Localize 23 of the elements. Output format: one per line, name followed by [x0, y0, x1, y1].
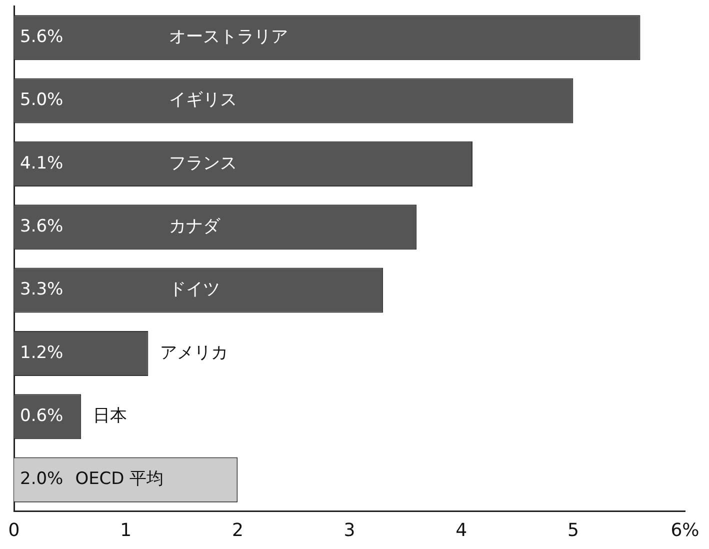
x-tick-label: 5	[567, 520, 579, 541]
data-label: 0.6%	[20, 406, 64, 426]
y-tick-label: ドイツ	[169, 280, 220, 300]
data-label: 3.6%	[20, 216, 64, 237]
y-tick-label: オーストラリア	[169, 27, 288, 48]
data-label: 2.0%	[20, 469, 64, 490]
y-tick-label: イギリス	[169, 90, 237, 110]
y-tick-label: OECD 平均	[75, 469, 164, 490]
x-tick-label: 6%	[670, 520, 700, 541]
data-label: 1.2%	[20, 342, 64, 363]
y-tick-label: カナダ	[169, 216, 221, 237]
data-label: 4.1%	[20, 153, 64, 174]
y-tick-label: 日本	[93, 406, 128, 426]
data-label: 5.6%	[20, 27, 64, 48]
x-tick-label: 0	[8, 520, 20, 541]
y-tick-label: フランス	[169, 153, 237, 174]
x-tick-label: 1	[120, 520, 132, 541]
x-tick-label: 2	[232, 520, 244, 541]
data-label: 3.3%	[20, 280, 64, 300]
y-tick-label: アメリカ	[160, 342, 228, 363]
data-label: 5.0%	[20, 90, 64, 110]
x-tick-label: 4	[456, 520, 468, 541]
x-tick-label: 3	[344, 520, 356, 541]
